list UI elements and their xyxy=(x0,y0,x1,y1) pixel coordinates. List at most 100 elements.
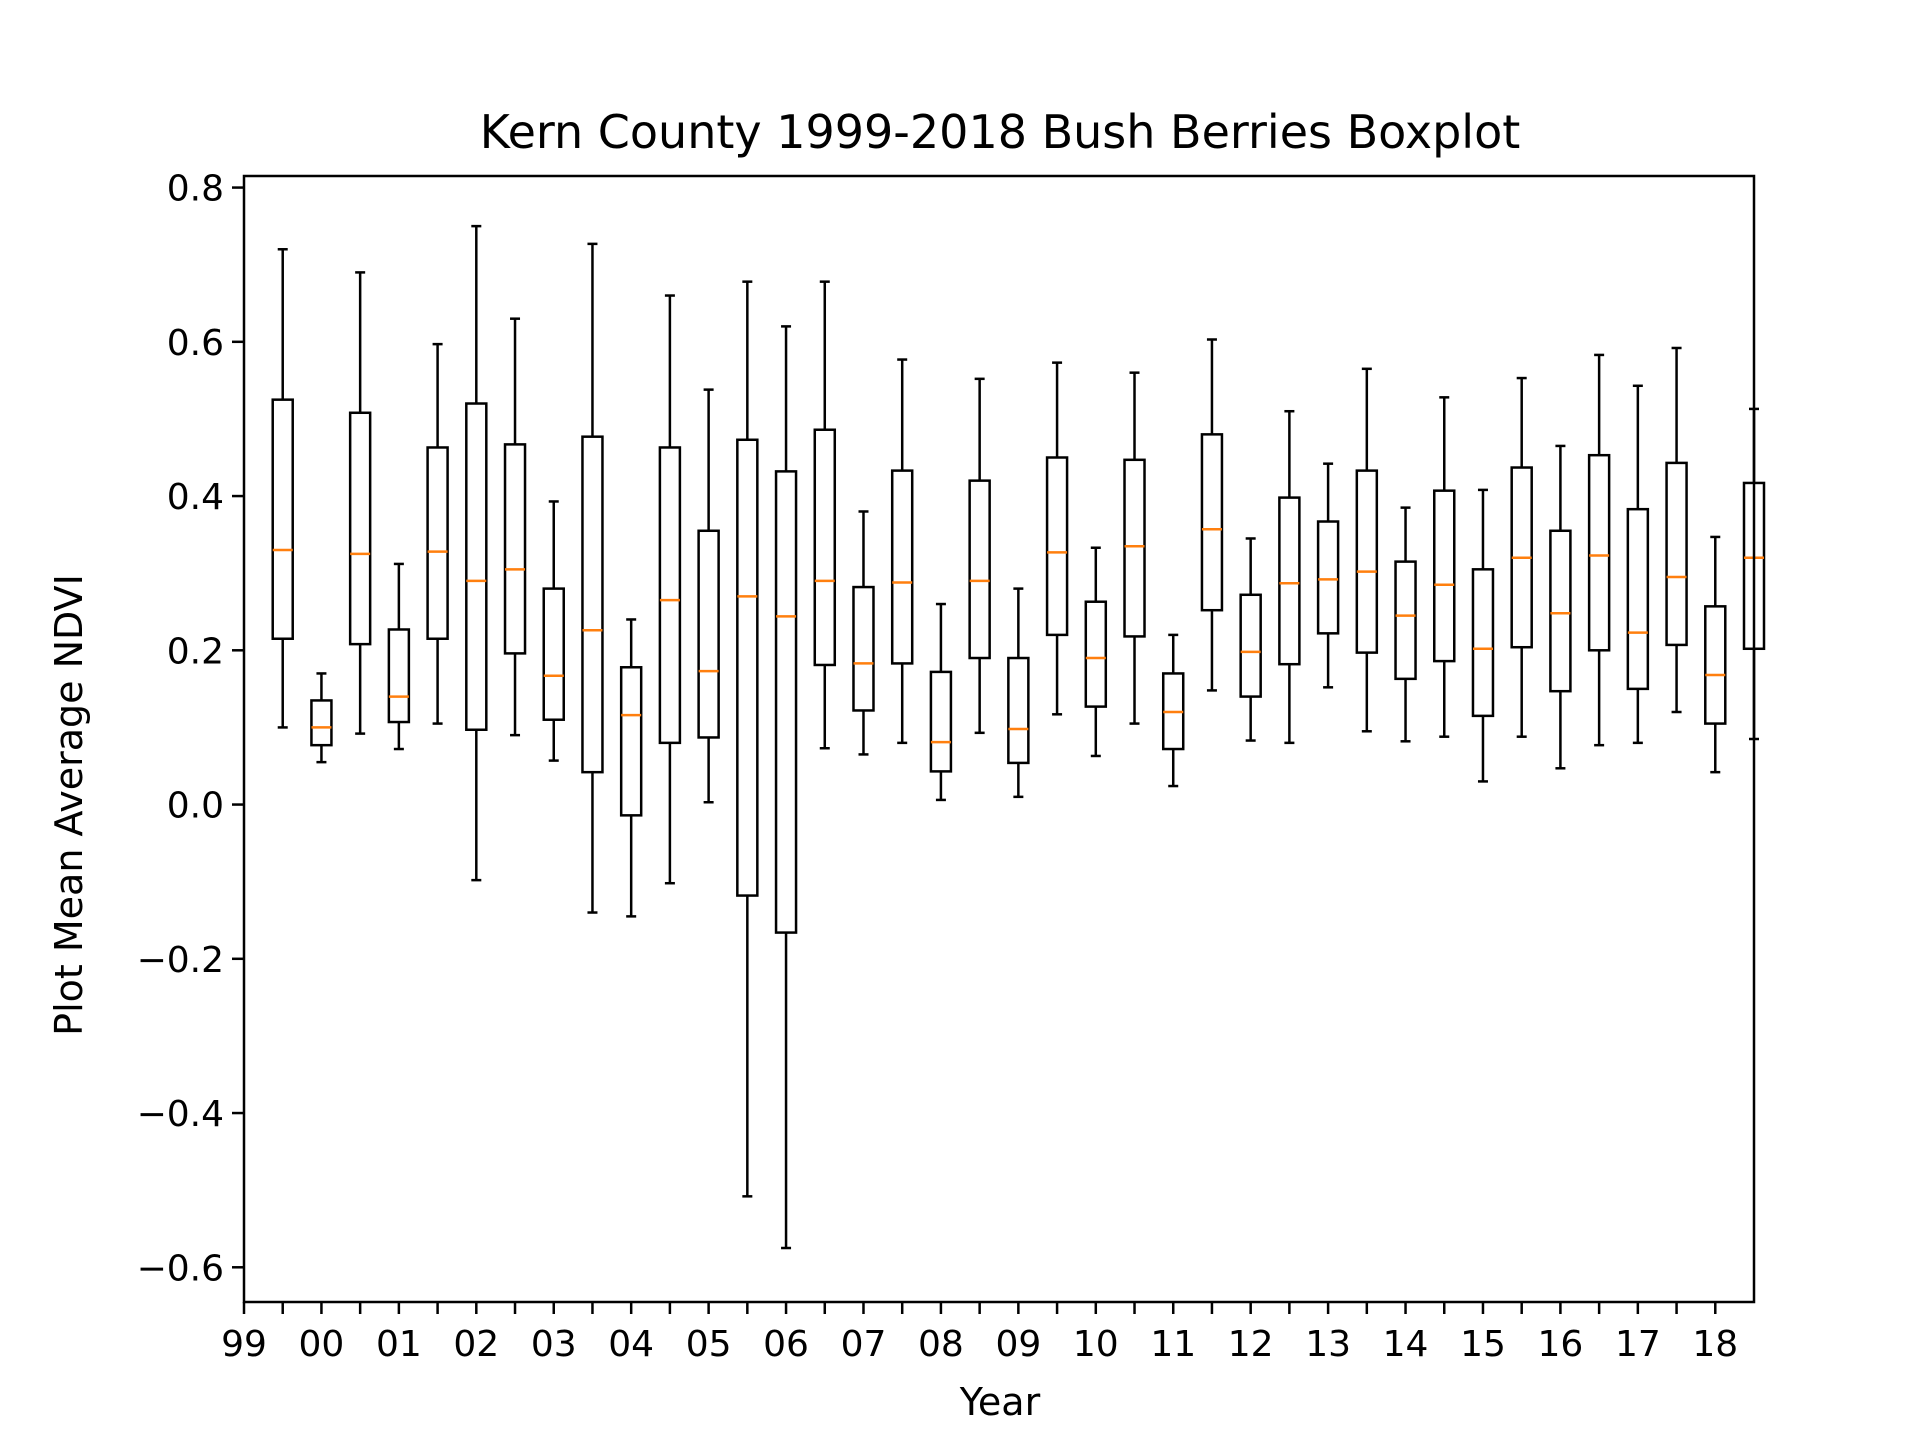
box-series xyxy=(271,224,1766,1250)
box-body xyxy=(1200,433,1224,612)
box-body xyxy=(465,402,488,731)
box-body xyxy=(1007,656,1030,765)
box xyxy=(1316,462,1340,689)
x-tick-label: 12 xyxy=(1228,1324,1274,1365)
box-body xyxy=(271,398,294,640)
box-body xyxy=(387,628,411,724)
y-tick-label: −0.4 xyxy=(137,1094,224,1135)
box xyxy=(813,280,837,750)
x-tick-label: 11 xyxy=(1150,1324,1196,1365)
box-body xyxy=(503,443,527,655)
box xyxy=(581,242,604,914)
box xyxy=(1665,346,1688,714)
box xyxy=(1084,546,1108,758)
box-body xyxy=(1587,453,1611,652)
box xyxy=(1549,444,1572,770)
x-tick-label: 02 xyxy=(453,1324,499,1365)
box-body xyxy=(1084,600,1108,708)
box-body xyxy=(1045,456,1069,637)
box-body xyxy=(426,446,449,640)
x-axis-label: Year xyxy=(959,1380,1041,1424)
box xyxy=(697,388,720,804)
box-body xyxy=(1278,496,1301,666)
box-body xyxy=(1316,520,1340,635)
box-body xyxy=(619,666,643,817)
box xyxy=(890,358,914,745)
box-body xyxy=(348,411,372,646)
x-tick-label: 13 xyxy=(1305,1324,1351,1365)
box xyxy=(1433,396,1456,738)
box-body xyxy=(929,670,953,773)
box-body xyxy=(890,469,914,665)
x-tick-label: 06 xyxy=(763,1324,809,1365)
x-tick-label: 00 xyxy=(299,1324,345,1365)
box xyxy=(1471,488,1495,783)
y-axis-ticks: −0.6 −0.4 −0.2 0.0 0.2 0.4 0.6 0.8 xyxy=(137,169,244,1289)
box xyxy=(387,562,411,751)
box xyxy=(1007,587,1030,799)
box xyxy=(348,271,372,735)
box-body xyxy=(1433,489,1456,663)
x-tick-label: 07 xyxy=(841,1324,887,1365)
box xyxy=(1704,535,1727,774)
box-body xyxy=(1549,529,1572,693)
box xyxy=(271,248,294,729)
y-tick-label: 0.4 xyxy=(167,477,224,518)
y-tick-label: 0.6 xyxy=(167,323,224,364)
x-tick-label: 01 xyxy=(376,1324,422,1365)
box xyxy=(1355,367,1379,733)
box xyxy=(1161,633,1185,788)
box-body xyxy=(968,479,991,660)
box-body xyxy=(1704,605,1727,725)
box xyxy=(1123,371,1146,725)
chart-title: Kern County 1999-2018 Bush Berries Boxpl… xyxy=(480,105,1521,159)
x-tick-label: 09 xyxy=(995,1324,1041,1365)
box-body xyxy=(813,428,837,667)
x-tick-label: 18 xyxy=(1692,1324,1738,1365)
box xyxy=(619,618,643,918)
box xyxy=(542,500,565,762)
box xyxy=(1587,353,1611,747)
y-tick-label: −0.6 xyxy=(137,1248,224,1289)
box-body xyxy=(1123,458,1146,638)
box xyxy=(1626,384,1650,745)
x-tick-label: 99 xyxy=(221,1324,267,1365)
x-tick-label: 04 xyxy=(608,1324,654,1365)
box xyxy=(929,602,953,802)
box xyxy=(658,294,682,885)
box xyxy=(1278,409,1301,745)
box-body xyxy=(581,435,604,774)
box-body xyxy=(310,699,333,747)
box-body xyxy=(1239,593,1262,698)
x-tick-label: 05 xyxy=(686,1324,732,1365)
x-tick-label: 08 xyxy=(918,1324,964,1365)
x-tick-label: 10 xyxy=(1073,1324,1119,1365)
y-axis-label: Plot Mean Average NDVI xyxy=(47,574,91,1036)
box-body xyxy=(774,470,798,934)
box xyxy=(426,342,449,725)
box xyxy=(1510,376,1533,738)
box xyxy=(968,377,991,735)
box xyxy=(1394,506,1417,743)
x-tick-label: 16 xyxy=(1538,1324,1584,1365)
x-tick-label: 15 xyxy=(1460,1324,1506,1365)
box xyxy=(1239,537,1262,742)
box-body xyxy=(1665,461,1688,647)
y-tick-label: 0.8 xyxy=(167,169,224,210)
box xyxy=(736,280,759,1198)
y-tick-label: 0.0 xyxy=(167,786,224,827)
box xyxy=(774,325,798,1250)
box xyxy=(1200,338,1224,692)
box-body xyxy=(1471,568,1495,718)
box xyxy=(310,672,333,764)
box xyxy=(1045,361,1069,716)
box-body xyxy=(542,587,565,721)
box-body xyxy=(1626,507,1650,691)
box xyxy=(503,317,527,737)
box xyxy=(852,510,875,756)
box-body xyxy=(1355,469,1379,654)
box-body xyxy=(852,585,875,712)
box-body xyxy=(658,446,682,745)
y-tick-label: 0.2 xyxy=(167,631,224,672)
